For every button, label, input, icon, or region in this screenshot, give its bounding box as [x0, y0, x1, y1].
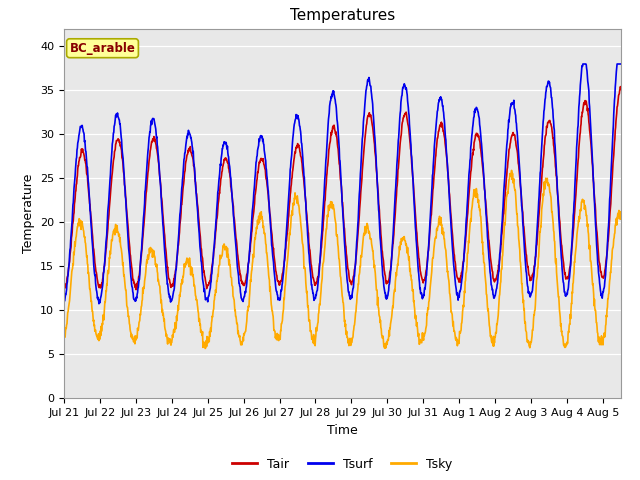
Tsurf: [308, 287, 316, 292]
Text: BC_arable: BC_arable: [70, 42, 136, 55]
Tair: [308, 270, 316, 276]
Tsky: [103, 282, 111, 288]
Tsurf: [297, 129, 305, 134]
Line: Tsky: Tsky: [64, 170, 621, 348]
Tair: [297, 153, 305, 159]
Tair: [132, 287, 140, 292]
Tsurf: [60, 298, 68, 303]
Tsurf: [318, 223, 326, 228]
Legend: Tair, Tsurf, Tsky: Tair, Tsurf, Tsky: [227, 453, 458, 476]
Tair: [617, 86, 625, 92]
Line: Tsurf: Tsurf: [64, 64, 621, 304]
Y-axis label: Temperature: Temperature: [22, 174, 35, 253]
Tsky: [308, 336, 316, 341]
Tair: [616, 84, 624, 89]
Tsky: [378, 326, 385, 332]
Tsurf: [617, 61, 625, 67]
Tsky: [297, 219, 305, 225]
Tsurf: [126, 264, 134, 270]
Tsurf: [579, 61, 587, 67]
Tsky: [202, 346, 209, 351]
Tsurf: [95, 301, 103, 307]
Tair: [103, 234, 111, 240]
Tsky: [617, 216, 625, 222]
Tsurf: [104, 216, 111, 222]
Tair: [318, 236, 326, 241]
Tsky: [60, 331, 68, 337]
Tair: [378, 235, 385, 240]
Line: Tair: Tair: [64, 86, 621, 289]
Title: Temperatures: Temperatures: [290, 9, 395, 24]
Tsky: [318, 276, 326, 281]
Tsurf: [378, 249, 385, 254]
Tsky: [126, 322, 134, 328]
Tair: [126, 245, 134, 251]
Tair: [60, 283, 68, 289]
Tsky: [508, 168, 515, 173]
X-axis label: Time: Time: [327, 424, 358, 437]
